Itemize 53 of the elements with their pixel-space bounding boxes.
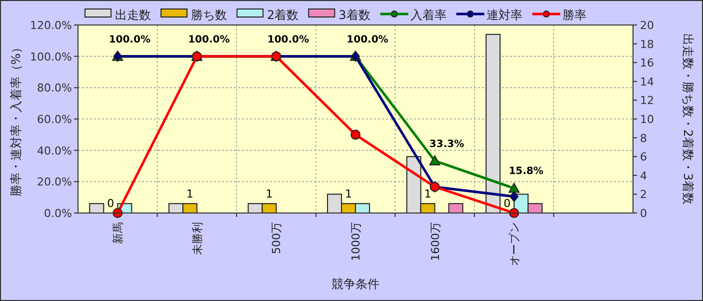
point	[429, 155, 440, 166]
data-label: 15.8%	[508, 166, 544, 178]
data-label: 100.0%	[188, 34, 230, 46]
x-tick-label: 1000万	[350, 222, 362, 261]
legend-label: 勝率	[562, 8, 586, 22]
point	[508, 182, 520, 193]
data-label: 1	[345, 188, 352, 201]
y2-tick-label: 16	[640, 56, 654, 70]
x-tick-label: 新馬	[112, 222, 125, 244]
legend-label: 連対率	[486, 8, 522, 22]
x-tick-label: オープン	[508, 222, 522, 266]
legend-label: 勝ち数	[191, 8, 227, 22]
data-label: 100.0%	[346, 34, 388, 46]
x-axis-title: 競争条件	[332, 277, 380, 291]
y-tick-label: 0.0%	[44, 207, 72, 220]
data-label: 33.3%	[429, 138, 464, 150]
data-label: 1	[424, 188, 432, 201]
y2-tick-label: 10	[640, 113, 654, 126]
legend-label: 入着率	[410, 8, 446, 22]
bar	[89, 203, 104, 214]
x-tick-label: 未勝利	[190, 222, 204, 255]
y-tick-label: 60.0%	[37, 113, 72, 126]
bar	[486, 34, 501, 214]
legend-label: 2着数	[267, 8, 299, 22]
y-tick-label: 120.0%	[30, 19, 72, 32]
data-label: 0	[107, 197, 114, 210]
legend-label: 3着数	[338, 8, 370, 22]
y-tick-label: 20.0%	[37, 176, 72, 189]
y2-tick-label: 6	[640, 150, 647, 164]
x-tick-label: 1600万	[428, 222, 442, 261]
data-label: 1	[266, 188, 273, 201]
data-label: 0	[504, 197, 511, 210]
data-label: 100.0%	[108, 34, 150, 46]
y2-tick-label: 18	[640, 38, 654, 51]
data-label: 100.0%	[267, 34, 310, 46]
y-tick-label: 100.0%	[30, 50, 72, 64]
y2-tick-label: 14	[640, 75, 654, 88]
x-tick-label: 500万	[270, 222, 284, 254]
y2-axis-title: 出走数・勝ち数・2着数・3着数	[681, 33, 695, 205]
y-axis-title: 勝率・連対率・入着率（%）	[9, 41, 23, 197]
legend-label: 出走数	[115, 8, 151, 22]
y2-tick-label: 8	[640, 132, 647, 145]
y2-tick-label: 4	[640, 169, 647, 182]
point	[350, 130, 360, 140]
point	[510, 191, 519, 202]
y2-tick-label: 2	[640, 188, 647, 202]
y2-tick-label: 0	[640, 207, 647, 220]
y2-tick-label: 20	[640, 19, 654, 32]
data-label: 1	[186, 188, 194, 201]
bar	[448, 203, 464, 214]
y-tick-label: 80.0%	[37, 82, 72, 95]
y2-tick-label: 12	[640, 94, 654, 108]
y-tick-label: 40.0%	[37, 144, 72, 158]
